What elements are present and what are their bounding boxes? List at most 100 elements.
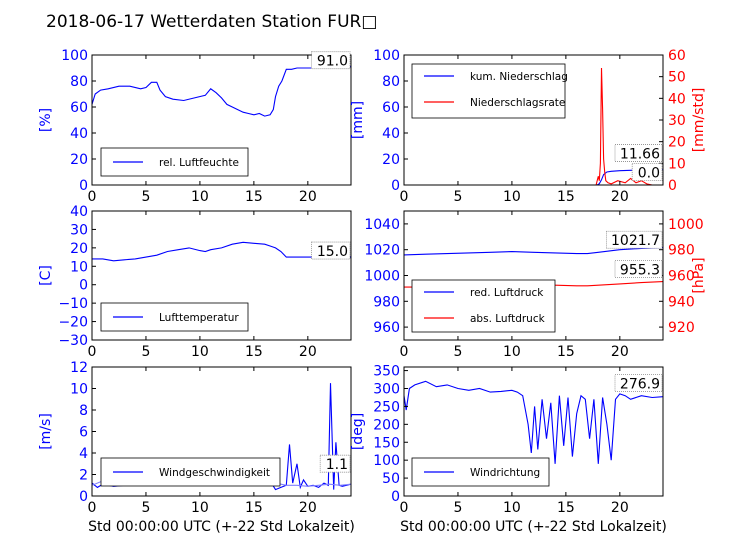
y-tick-label: 6 xyxy=(79,425,88,441)
value-box-pressure: 1021.7 xyxy=(611,233,660,249)
x-tick-label: 5 xyxy=(141,500,150,516)
legend-label: abs. Luftdruck xyxy=(470,313,546,325)
y-tick-label: −10 xyxy=(58,296,88,312)
y-tick-label: 150 xyxy=(373,435,400,451)
y-tick-label: 0 xyxy=(79,489,88,505)
y-tick-label: −30 xyxy=(58,333,88,349)
y-tick-label: 40 xyxy=(70,126,88,142)
y-tick-label: 100 xyxy=(61,48,88,64)
y-tick-label: 60 xyxy=(70,100,88,116)
y-tick-label: 200 xyxy=(373,417,400,433)
series-line-direction-0 xyxy=(404,380,663,464)
x-tick-label: 20 xyxy=(299,500,317,516)
y-tick-label: 10 xyxy=(70,259,88,275)
legend-label: Windrichtung xyxy=(470,467,540,479)
value-box-humidity-frame xyxy=(311,51,351,70)
value-box2-pressure: 955.3 xyxy=(620,263,660,279)
y2-tick-label: 1000 xyxy=(668,217,704,233)
y-tick-label: 50 xyxy=(382,471,400,487)
value-box-humidity: 91.0 xyxy=(317,54,348,70)
value-box-wind-frame xyxy=(319,454,351,473)
value-box-pressure-frame xyxy=(606,230,663,249)
x-tick-label: 20 xyxy=(611,344,629,360)
y-tick-label: 40 xyxy=(70,204,88,220)
y-tick-label: 980 xyxy=(373,294,400,310)
x-tick-label: 20 xyxy=(611,189,629,205)
y-tick-label: 0 xyxy=(391,178,400,194)
legend-label: red. Luftdruck xyxy=(470,287,544,299)
y-tick-label: 20 xyxy=(70,152,88,168)
panel-humidity: 0 5 10 15 20 0 20 40 60 80 100 [%] 91.0 rel. Luftfeuc… xyxy=(38,48,352,205)
x-tick-label: 0 xyxy=(400,344,409,360)
series-line-precip-1 xyxy=(404,67,663,185)
y-tick-label: 0 xyxy=(79,278,88,294)
x-tick-label: 10 xyxy=(503,344,521,360)
y-tick-label: 40 xyxy=(382,126,400,142)
legend-box-pressure xyxy=(411,279,556,333)
legend-box-precip xyxy=(411,63,566,119)
x-tick-label: 10 xyxy=(191,344,209,360)
y-tick-label: 30 xyxy=(70,222,88,238)
y-tick-label: 100 xyxy=(373,48,400,64)
x-tick-label: 15 xyxy=(557,344,575,360)
y-tick-label: 250 xyxy=(373,399,400,415)
x-tick-label: 20 xyxy=(299,344,317,360)
value-box-precip-frame xyxy=(614,144,663,162)
value-box-temperature: 15.0 xyxy=(317,244,348,260)
y-tick-label: 8 xyxy=(79,403,88,419)
y-tick-label: 350 xyxy=(373,364,400,380)
y-tick-label: 2 xyxy=(79,468,88,484)
x-tick-label: 5 xyxy=(453,189,462,205)
series-line-temperature-0 xyxy=(92,241,351,262)
y-tick-label: 0 xyxy=(79,178,88,194)
value-box-precip: 11.66 xyxy=(620,146,660,162)
y-tick-label: 80 xyxy=(70,74,88,90)
x-tick-label: 0 xyxy=(400,500,409,516)
y2-tick-label: 980 xyxy=(668,243,695,259)
panel-direction: 0 5 10 15 20050100150200250300350[deg]276.9W… xyxy=(350,364,664,516)
x-tick-label: 15 xyxy=(245,344,263,360)
x-axis-label: Std 00:00:00 UTC (+-22 Std Lokalzeit) xyxy=(88,519,355,535)
y-tick-label: 80 xyxy=(382,74,400,90)
y-tick-label: 4 xyxy=(79,446,88,462)
y2-tick-label: 30 xyxy=(668,113,686,129)
legend-label: rel. Luftfeuchte xyxy=(159,157,239,169)
panel-pressure: 0 5 10 15 20 960 980 1000 1020 1040 920 940 960 980 10… xyxy=(364,210,707,360)
y-tick-label: 60 xyxy=(382,100,400,116)
legend-label: Niederschlagsrate xyxy=(470,97,565,109)
y-axis-label: [deg] xyxy=(350,413,366,450)
y2-tick-label: 20 xyxy=(668,135,686,151)
x-tick-label: 5 xyxy=(453,500,462,516)
x-tick-label: 15 xyxy=(557,189,575,205)
y-tick-label: 0 xyxy=(391,489,400,505)
value-box2-pressure-frame xyxy=(614,260,663,278)
x-tick-label: 0 xyxy=(88,500,97,516)
x-tick-label: 15 xyxy=(245,500,263,516)
legend-label: Windgeschwindigkeit xyxy=(159,467,270,479)
x-tick-label: 10 xyxy=(503,189,521,205)
y-tick-label: 12 xyxy=(70,360,88,376)
x-tick-label: 10 xyxy=(503,500,521,516)
y2-axis-label: [mm/std] xyxy=(691,88,707,153)
y-axis-label: [%] xyxy=(38,108,54,132)
x-tick-label: 5 xyxy=(141,344,150,360)
y-axis-label: [C] xyxy=(38,265,54,286)
y-tick-label: 20 xyxy=(70,241,88,257)
series-line-pressure-0 xyxy=(404,246,663,256)
y-tick-label: 10 xyxy=(70,382,88,398)
y-tick-label: 960 xyxy=(373,320,400,336)
y-tick-label: −20 xyxy=(58,315,88,331)
value-box-temperature-frame xyxy=(311,241,351,260)
x-tick-label: 15 xyxy=(245,189,263,205)
y2-tick-label: 10 xyxy=(668,156,686,172)
x-tick-label: 5 xyxy=(453,344,462,360)
y-axis-label: [mm] xyxy=(350,101,366,139)
y2-tick-label: 40 xyxy=(668,91,686,107)
figure-title: 2018-06-17 Wetterdaten Station FUR□ xyxy=(46,12,377,32)
panel-temperature: 0 5 10 15 20 −30 −20 −10 0 10 20 30 40 [C] 15.0 Lufttem… xyxy=(38,204,352,360)
y2-axis-label: [hPa] xyxy=(691,257,707,293)
x-tick-label: 0 xyxy=(88,189,97,205)
y-tick-label: 300 xyxy=(373,382,400,398)
